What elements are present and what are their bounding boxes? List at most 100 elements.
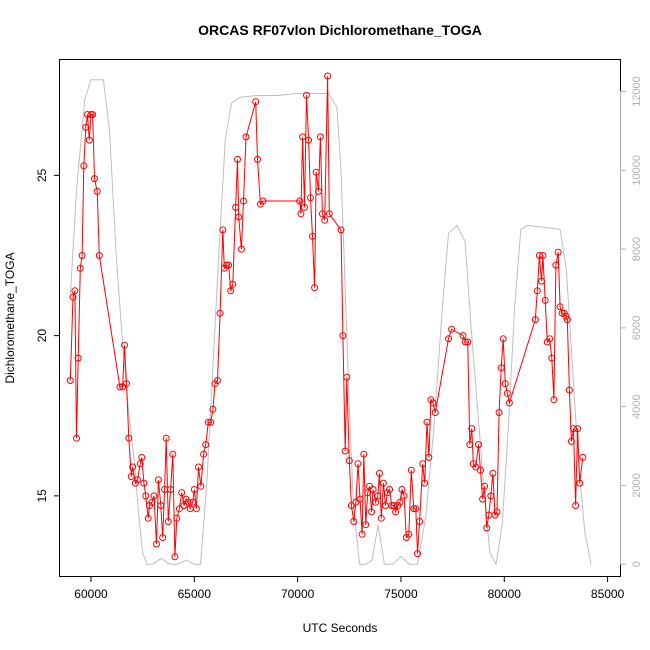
secondary-y-tick-label: 8000 — [631, 237, 643, 261]
data-point — [207, 418, 215, 426]
data-point — [448, 325, 456, 333]
data-point — [223, 261, 231, 269]
data-point — [204, 418, 212, 426]
data-point — [538, 277, 545, 285]
data-point — [173, 514, 181, 522]
data-point — [209, 405, 217, 413]
data-point — [539, 252, 547, 259]
data-point — [229, 280, 237, 288]
data-point — [405, 530, 413, 538]
data-point — [400, 492, 408, 500]
data-point — [562, 312, 570, 320]
data-point — [345, 457, 353, 465]
data-point — [374, 492, 382, 500]
data-point — [189, 498, 197, 506]
secondary-y-tick-label: 12000 — [631, 76, 643, 107]
data-point — [66, 377, 74, 384]
data-point — [76, 264, 84, 272]
data-point — [95, 252, 103, 259]
data-point — [219, 226, 227, 234]
data-point — [396, 498, 404, 506]
data-point — [459, 332, 467, 340]
data-point — [425, 453, 433, 461]
secondary-y-axis: 0 2000 4000 6000 8000 10000 12000 — [620, 76, 643, 567]
data-point — [134, 476, 141, 484]
data-point — [125, 434, 133, 442]
data-point — [574, 425, 582, 433]
data-point — [259, 197, 267, 205]
data-point — [354, 460, 362, 468]
data-point — [74, 354, 82, 362]
data-point — [73, 434, 80, 442]
data-point — [398, 486, 406, 493]
data-point — [71, 287, 79, 295]
data-point — [129, 463, 137, 471]
data-point — [576, 479, 584, 487]
data-point — [466, 441, 474, 449]
data-point — [501, 380, 509, 388]
data-point — [429, 399, 437, 407]
data-point — [376, 469, 383, 477]
data-point — [487, 492, 495, 500]
data-point — [472, 463, 480, 471]
data-point — [505, 399, 513, 407]
y-tick-label: 25 — [35, 168, 49, 182]
data-point — [347, 502, 355, 509]
data-point — [497, 364, 505, 372]
data-point — [144, 514, 152, 522]
y-axis: 15 20 25 — [35, 168, 60, 503]
secondary-series-line — [69, 79, 592, 566]
data-point — [240, 197, 247, 205]
data-point — [535, 252, 543, 259]
data-point — [307, 194, 314, 202]
data-point — [386, 486, 394, 493]
x-tick-label: 65000 — [178, 587, 212, 601]
secondary-y-tick-label: 6000 — [631, 316, 643, 340]
data-point — [69, 293, 77, 301]
data-point — [552, 261, 560, 269]
data-point — [127, 473, 135, 481]
data-point — [190, 486, 198, 493]
data-point — [362, 521, 370, 529]
data-point — [157, 502, 165, 509]
data-point — [89, 111, 97, 118]
data-point — [324, 72, 332, 80]
chart-title: ORCAS RF07vlon Dichloromethane_TOGA — [198, 22, 482, 38]
secondary-y-tick-label: 4000 — [631, 394, 643, 418]
data-point — [421, 479, 429, 487]
data-point — [242, 133, 250, 141]
data-point — [410, 505, 418, 513]
data-point — [305, 136, 313, 144]
data-point — [358, 530, 366, 538]
data-point — [91, 175, 98, 183]
data-point — [570, 425, 577, 433]
data-point — [195, 463, 202, 471]
data-point — [138, 453, 146, 461]
data-point — [372, 498, 380, 506]
y-tick-label: 20 — [35, 329, 49, 343]
data-point — [546, 335, 554, 343]
data-point — [423, 418, 431, 426]
data-point — [142, 492, 150, 500]
data-point — [197, 482, 205, 490]
x-tick-label: 80000 — [488, 587, 522, 601]
data-point — [232, 203, 240, 211]
secondary-y-tick-label: 0 — [631, 561, 643, 567]
x-axis-label: UTC Seconds — [303, 621, 378, 635]
data-point — [369, 486, 377, 493]
data-point — [563, 316, 571, 324]
x-tick-label: 85000 — [591, 587, 625, 601]
data-point — [153, 540, 160, 548]
data-point — [337, 226, 345, 234]
data-point — [234, 155, 241, 163]
data-point — [495, 409, 503, 416]
data-point — [493, 508, 501, 516]
secondary-y-tick-label: 2000 — [631, 473, 643, 497]
y-axis-label: Dichloromethane_TOGA — [3, 252, 17, 383]
data-point — [252, 98, 260, 106]
data-point — [237, 245, 245, 253]
data-point — [414, 550, 421, 558]
data-point — [216, 309, 224, 317]
data-point — [301, 203, 308, 211]
